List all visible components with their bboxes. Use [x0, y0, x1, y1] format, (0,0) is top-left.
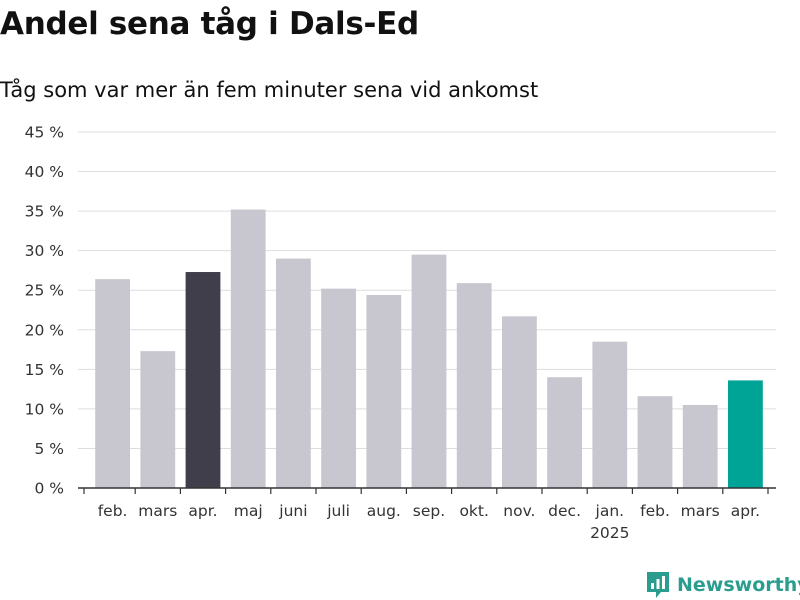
bar: [95, 279, 131, 488]
x-tick-label: nov.: [503, 502, 535, 520]
chart-subtitle: Tåg som var mer än fem minuter sena vid …: [0, 78, 539, 102]
y-tick-label: 20 %: [25, 321, 64, 339]
brand-name: Newsworthy: [677, 574, 800, 596]
y-axis-tick-labels: 0 % 5 % 10 % 15 % 20 % 25 % 30 % 35 % 40 % 45 %: [25, 124, 64, 498]
x-tick-label: sep.: [413, 502, 445, 520]
bars: [95, 209, 763, 489]
chart-title: Andel sena tåg i Dals-Ed: [0, 6, 419, 42]
brand-logo: Newsworthy: [645, 570, 800, 600]
bar: [501, 316, 537, 488]
y-tick-label: 10 %: [25, 400, 64, 418]
bar: [140, 351, 176, 488]
bar: [366, 294, 402, 488]
x-tick-label: okt.: [459, 502, 488, 520]
x-tick-label: apr.: [731, 502, 760, 520]
y-tick-label: 5 %: [34, 440, 64, 458]
bar: [727, 380, 763, 488]
bar: [547, 377, 583, 488]
x-tick-label: juli: [326, 502, 350, 520]
bar: [456, 283, 492, 488]
x-year-label: 2025: [590, 524, 629, 542]
x-tick-label: apr.: [188, 502, 217, 520]
bar-chart: 0 % 5 % 10 % 15 % 20 % 25 % 30 % 35 % 40 % 45 % f…: [25, 124, 776, 542]
x-axis-tick-labels: feb. mars apr. maj juni juli aug. sep. okt. nov. d…: [98, 502, 760, 542]
bar: [592, 341, 628, 488]
x-tick-label: aug.: [367, 502, 401, 520]
x-tick-label: mars: [138, 502, 177, 520]
y-tick-label: 15 %: [25, 361, 64, 379]
y-tick-label: 35 %: [25, 203, 64, 221]
x-tick-label: maj: [234, 502, 263, 520]
x-axis: [78, 487, 776, 494]
x-tick-label: feb.: [98, 502, 128, 520]
x-tick-label: jan.: [595, 502, 625, 520]
x-tick-label: feb.: [640, 502, 670, 520]
bar: [637, 396, 673, 488]
y-tick-label: 25 %: [25, 282, 64, 300]
bar: [411, 254, 447, 488]
newsworthy-logo-icon: [647, 572, 669, 598]
bar: [682, 404, 718, 488]
bar: [275, 258, 311, 488]
y-tick-label: 30 %: [25, 242, 64, 260]
bar: [230, 209, 266, 489]
y-tick-label: 45 %: [25, 124, 64, 142]
bar: [185, 272, 221, 488]
x-tick-label: mars: [681, 502, 720, 520]
bar: [321, 288, 357, 488]
x-tick-label: juni: [278, 502, 307, 520]
y-tick-label: 40 %: [25, 163, 64, 181]
y-tick-label: 0 %: [34, 480, 64, 498]
x-tick-label: dec.: [548, 502, 581, 520]
